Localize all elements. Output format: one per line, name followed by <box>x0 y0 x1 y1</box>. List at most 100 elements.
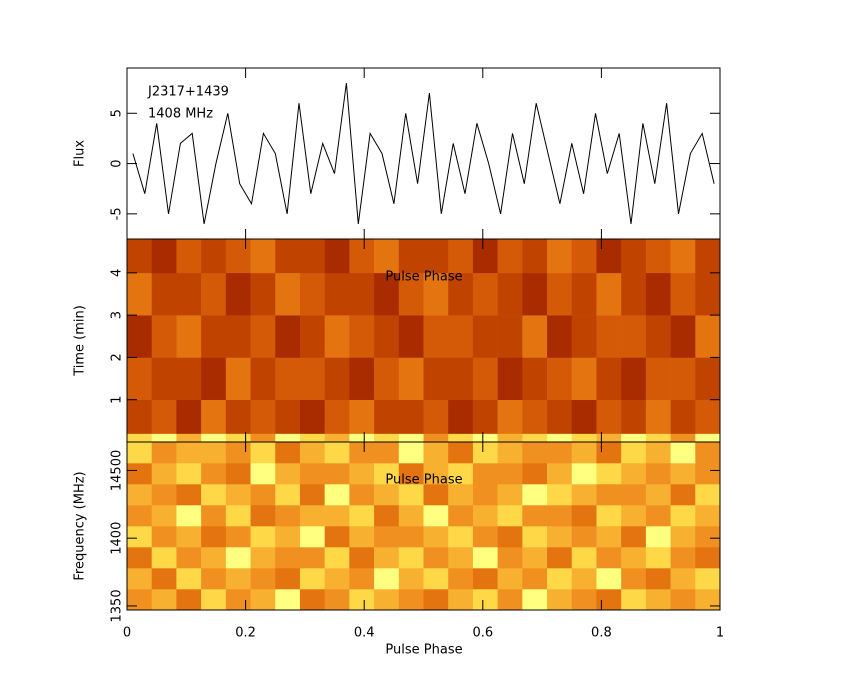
heatmap-cell <box>225 315 251 358</box>
heatmap-cell <box>275 399 301 434</box>
heatmap-cell <box>423 272 449 316</box>
heatmap-cell <box>398 547 424 569</box>
y-tick-label: 14500 <box>110 450 125 491</box>
x-tick-label: 0.2 <box>235 626 256 641</box>
heatmap-cell <box>299 463 325 485</box>
heatmap-cell <box>547 526 573 548</box>
heatmap-cell <box>497 589 523 611</box>
heatmap-cell <box>324 272 350 316</box>
heatmap-cell <box>670 399 696 434</box>
heatmap-cell <box>176 357 202 401</box>
heatmap-cell <box>176 505 202 527</box>
heatmap-cell <box>472 589 498 611</box>
heatmap-cell <box>645 568 671 590</box>
heatmap-cell <box>201 239 227 274</box>
heatmap-cell <box>522 526 548 548</box>
heatmap-cell <box>695 505 721 527</box>
heatmap-cell <box>299 399 325 434</box>
heatmap-cell <box>571 272 597 316</box>
heatmap-cell <box>299 589 325 611</box>
heatmap-cell <box>472 547 498 569</box>
heatmap-cell <box>497 547 523 569</box>
heatmap-cell <box>522 589 548 611</box>
heatmap-cell <box>448 433 474 443</box>
heatmap-cell <box>127 568 153 590</box>
heatmap-cell <box>695 589 721 611</box>
heatmap-cell <box>398 442 424 464</box>
heatmap-cell <box>176 442 202 464</box>
heatmap-cell <box>472 568 498 590</box>
heatmap-cell <box>547 315 573 358</box>
heatmap-cell <box>695 484 721 506</box>
heatmap-cell <box>497 357 523 401</box>
heatmap-cell <box>522 547 548 569</box>
heatmap-cell <box>250 568 276 590</box>
heatmap-cell <box>398 568 424 590</box>
heatmap-cell <box>324 568 350 590</box>
heatmap-cell <box>472 442 498 464</box>
heatmap-cell <box>398 315 424 358</box>
heatmap-cell <box>250 526 276 548</box>
heatmap-cell <box>621 505 647 527</box>
heatmap-cell <box>151 526 177 548</box>
heatmap-cell <box>695 239 721 274</box>
heatmap-cell <box>176 433 202 443</box>
heatmap-cell <box>201 484 227 506</box>
heatmap-cell <box>621 272 647 316</box>
heatmap-cell <box>448 589 474 611</box>
heatmap-cell <box>349 399 375 434</box>
heatmap-cell <box>448 442 474 464</box>
heatmap-cell <box>275 442 301 464</box>
heatmap-cell <box>225 272 251 316</box>
heatmap-cell <box>201 505 227 527</box>
heatmap-cell <box>299 315 325 358</box>
heatmap-cell <box>275 433 301 443</box>
heatmap-cell <box>596 399 622 434</box>
heatmap-cell <box>522 505 548 527</box>
heatmap-cell <box>621 433 647 443</box>
heatmap-cell <box>522 315 548 358</box>
heatmap-cell <box>201 272 227 316</box>
y-tick-label: 1400 <box>110 522 125 555</box>
heatmap-cell <box>571 589 597 611</box>
heatmap-cell <box>374 589 400 611</box>
heatmap-cell <box>250 484 276 506</box>
heatmap-cell <box>596 239 622 274</box>
heatmap-cell <box>176 399 202 434</box>
heatmap-cell <box>571 526 597 548</box>
heatmap-cell <box>398 433 424 443</box>
heatmap-cell <box>349 589 375 611</box>
heatmap-cell <box>324 357 350 401</box>
heatmap-cell <box>645 484 671 506</box>
heatmap-cell <box>250 357 276 401</box>
heatmap-cell <box>201 463 227 485</box>
heatmap-cell <box>621 442 647 464</box>
heatmap-cell <box>349 442 375 464</box>
heatmap-cell <box>472 484 498 506</box>
x-tick-label: 1 <box>716 626 724 641</box>
heatmap-cell <box>176 589 202 611</box>
heatmap-cell <box>695 463 721 485</box>
heatmap-cell <box>225 589 251 611</box>
heatmap-cell <box>225 526 251 548</box>
y-tick-label: 0 <box>110 159 125 167</box>
x-axis-label: Pulse Phase <box>385 643 462 658</box>
heatmap-cell <box>596 315 622 358</box>
heatmap-cell <box>448 526 474 548</box>
heatmap-cell <box>374 526 400 548</box>
heatmap-cell <box>324 547 350 569</box>
heatmap-cell <box>374 433 400 443</box>
heatmap-cell <box>448 357 474 401</box>
heatmap-cell <box>275 526 301 548</box>
heatmap-cell <box>275 315 301 358</box>
y-tick-label: 5 <box>110 109 125 117</box>
heatmap-cell <box>374 272 400 316</box>
heatmap-cell <box>250 505 276 527</box>
heatmap-cell <box>225 484 251 506</box>
heatmap-cell <box>645 442 671 464</box>
heatmap-cell <box>349 526 375 548</box>
heatmap-cell <box>695 526 721 548</box>
heatmap-cell <box>645 526 671 548</box>
heatmap-cell <box>571 239 597 274</box>
